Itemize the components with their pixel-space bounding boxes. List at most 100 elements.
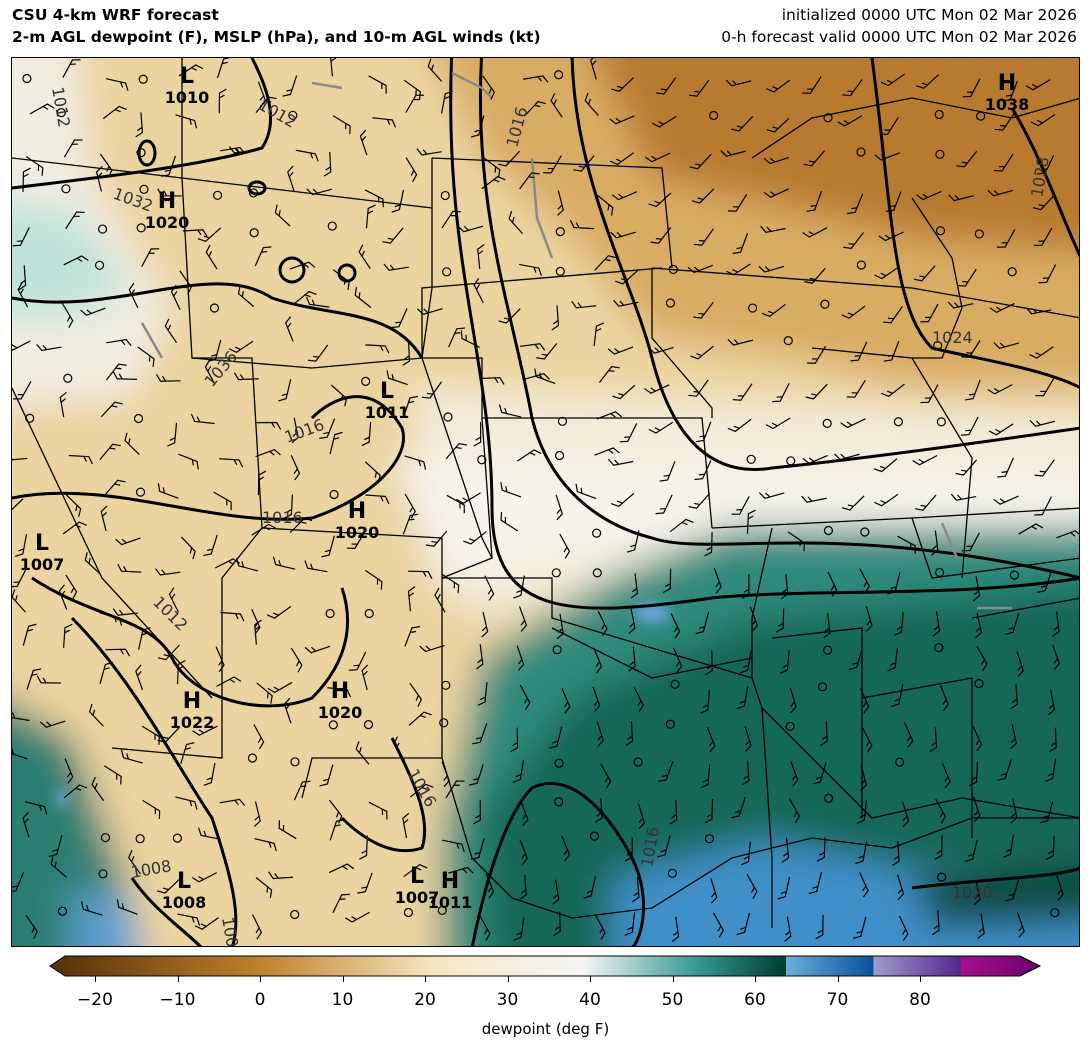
wind-barb — [157, 188, 182, 197]
wind-barb — [36, 675, 62, 684]
wind-barb — [593, 322, 605, 347]
wind-barb — [846, 379, 866, 398]
wind-barb — [855, 841, 868, 865]
wind-barb — [215, 646, 225, 672]
calm-wind-circle — [57, 906, 68, 916]
calm-wind-circle — [551, 568, 561, 578]
wind-barb — [175, 114, 198, 129]
wind-barb — [518, 606, 528, 632]
wind-barb — [393, 736, 406, 761]
calm-wind-circle — [138, 74, 148, 84]
wind-barb — [216, 676, 242, 687]
colorbar-tick: 40 — [579, 990, 601, 1010]
dewpoint-field — [12, 58, 1079, 946]
wind-barb — [289, 261, 316, 270]
wind-barb — [670, 613, 681, 639]
wind-barb — [84, 552, 101, 575]
wind-barb — [519, 343, 546, 351]
wind-barb — [891, 684, 904, 708]
wind-barb — [255, 448, 281, 458]
wind-barb — [779, 650, 790, 674]
wind-barb — [861, 727, 873, 753]
calm-wind-circle — [935, 226, 946, 236]
wind-barb — [897, 874, 905, 901]
wind-barb — [12, 340, 31, 351]
wind-barb — [63, 623, 73, 648]
wind-barb — [105, 78, 129, 91]
pressure-center-letter: H — [331, 679, 349, 704]
wind-barb — [865, 606, 873, 632]
wind-barb — [802, 227, 828, 238]
wind-barb — [556, 613, 564, 640]
calm-wind-circle — [589, 831, 600, 841]
wind-barb — [1001, 80, 1018, 102]
wind-barb — [1025, 79, 1051, 91]
moist-pockets — [56, 603, 670, 806]
wind-barb — [993, 495, 1019, 505]
wind-barb — [349, 651, 367, 671]
colorbar-tick-mark — [95, 976, 96, 982]
wind-barb — [402, 340, 411, 366]
wind-barb — [278, 820, 297, 840]
wind-barb — [99, 612, 123, 626]
wind-barb — [355, 741, 370, 765]
wind-barb — [1036, 155, 1055, 175]
pressure-center-value: 1011 — [365, 403, 410, 422]
wind-barb — [237, 285, 255, 308]
wind-barb — [940, 685, 949, 712]
pressure-center-letter: L — [380, 379, 394, 404]
wind-barb — [63, 255, 89, 266]
wind-barb — [842, 79, 863, 97]
wind-barb — [95, 166, 103, 192]
calm-wind-circle — [361, 376, 371, 386]
wind-barb — [498, 308, 521, 324]
wind-barb — [344, 911, 370, 923]
wind-barb — [731, 496, 750, 515]
wind-barb — [59, 391, 67, 418]
wind-barb — [408, 711, 432, 726]
wind-barb — [22, 811, 30, 838]
wind-barb — [1004, 879, 1020, 902]
wind-barb — [204, 359, 216, 385]
wind-barb — [903, 722, 914, 748]
wind-barb — [255, 96, 277, 114]
wind-barb — [1038, 264, 1057, 284]
calm-wind-circle — [249, 228, 259, 238]
wind-barb — [12, 498, 24, 514]
wind-barb — [961, 532, 980, 552]
wind-barb — [457, 225, 484, 233]
wind-barb — [106, 338, 132, 347]
wind-barb — [726, 263, 751, 276]
wind-barb — [746, 873, 758, 899]
colorbar-tick-mark — [507, 976, 509, 982]
calm-wind-circle — [860, 527, 870, 537]
wind-barb — [50, 856, 67, 878]
wind-barb — [823, 613, 831, 639]
calm-wind-circle — [665, 719, 675, 729]
wind-barb — [460, 330, 481, 348]
calm-wind-circle — [97, 224, 108, 234]
wind-barb — [553, 911, 561, 937]
wind-barb — [960, 416, 979, 436]
wind-barb — [688, 79, 710, 97]
wind-barb — [552, 879, 560, 905]
wind-barb — [404, 626, 421, 647]
calm-wind-circle — [822, 418, 832, 428]
wind-barb — [693, 301, 714, 319]
wind-barb — [472, 723, 488, 745]
wind-barb — [329, 431, 343, 455]
wind-barb — [878, 231, 904, 242]
wind-barb — [485, 873, 495, 899]
wind-barb — [357, 872, 373, 894]
wind-barb — [626, 530, 640, 553]
wind-barb — [448, 327, 465, 348]
wind-barb — [290, 454, 301, 481]
wind-barb — [304, 560, 328, 573]
wind-barb — [520, 800, 529, 826]
wind-barb — [36, 343, 62, 352]
wind-barb — [695, 612, 710, 635]
wind-barb — [887, 647, 899, 672]
wind-barb — [254, 619, 262, 645]
wind-barb — [594, 797, 603, 823]
wind-barb — [104, 479, 126, 496]
